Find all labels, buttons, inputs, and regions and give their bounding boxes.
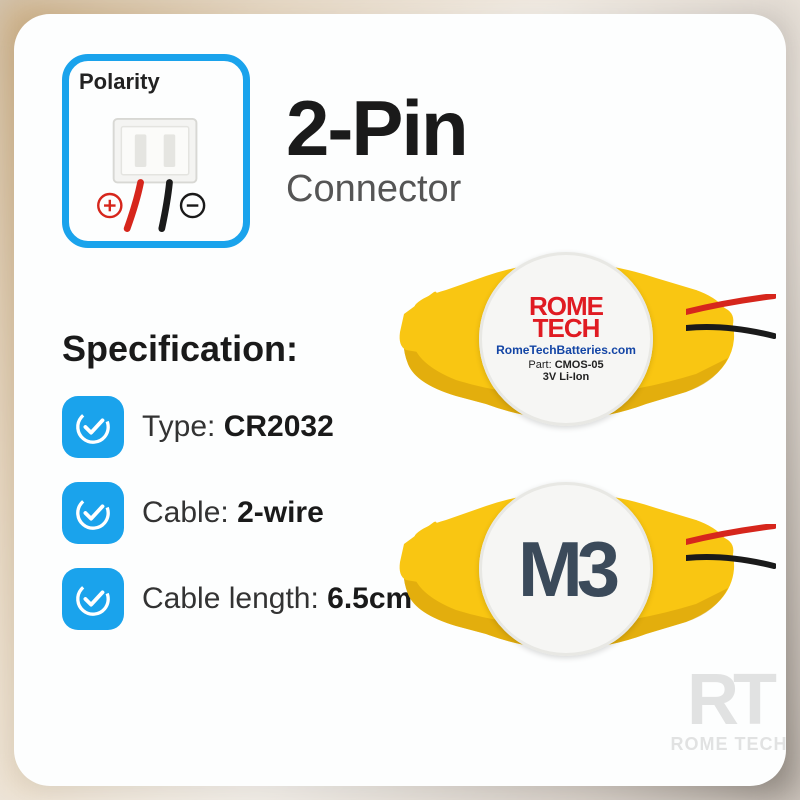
battery-area: ROME TECH RomeTechBatteries.com Part: CM… — [366, 254, 776, 694]
check-icon — [62, 482, 124, 544]
spec-value: 2-wire — [237, 496, 324, 529]
battery-disc-bottom: M3 — [479, 482, 653, 656]
voltage-label: 3V Li-Ion — [543, 371, 589, 383]
watermark-rt: RT — [687, 672, 771, 730]
watermark-text: ROME TECH — [671, 734, 788, 755]
watermark: RT ROME TECH — [664, 672, 794, 792]
battery-bottom: M3 — [396, 484, 736, 664]
m3-label: M3 — [518, 524, 614, 615]
title-main: 2-Pin — [286, 91, 467, 165]
part-prefix: Part: — [528, 359, 554, 371]
battery-wires-icon — [686, 294, 776, 374]
spec-label: Cable length: — [142, 582, 327, 615]
battery-top: ROME TECH RomeTechBatteries.com Part: CM… — [396, 254, 736, 434]
polarity-label: Polarity — [79, 69, 233, 95]
title-sub: Connector — [286, 168, 467, 211]
spec-label: Type: — [142, 410, 224, 443]
spec-label: Cable: — [142, 496, 237, 529]
logo-tech: TECH — [533, 317, 600, 339]
part-value: CMOS-05 — [555, 359, 604, 371]
top-row: Polarity — [62, 54, 738, 248]
check-icon — [62, 396, 124, 458]
battery-wires-icon — [686, 524, 776, 604]
product-card: Polarity — [14, 14, 786, 786]
spec-value: CR2032 — [224, 410, 334, 443]
logo-url: RomeTechBatteries.com — [496, 343, 636, 357]
part-label: Part: CMOS-05 — [528, 359, 603, 371]
title-block: 2-Pin Connector — [286, 91, 467, 210]
polarity-connector-image — [79, 99, 233, 237]
battery-disc-top: ROME TECH RomeTechBatteries.com Part: CM… — [479, 252, 653, 426]
spec-text: Cable: 2-wire — [142, 496, 324, 530]
check-icon — [62, 568, 124, 630]
spec-text: Type: CR2032 — [142, 410, 334, 444]
polarity-box: Polarity — [62, 54, 250, 248]
